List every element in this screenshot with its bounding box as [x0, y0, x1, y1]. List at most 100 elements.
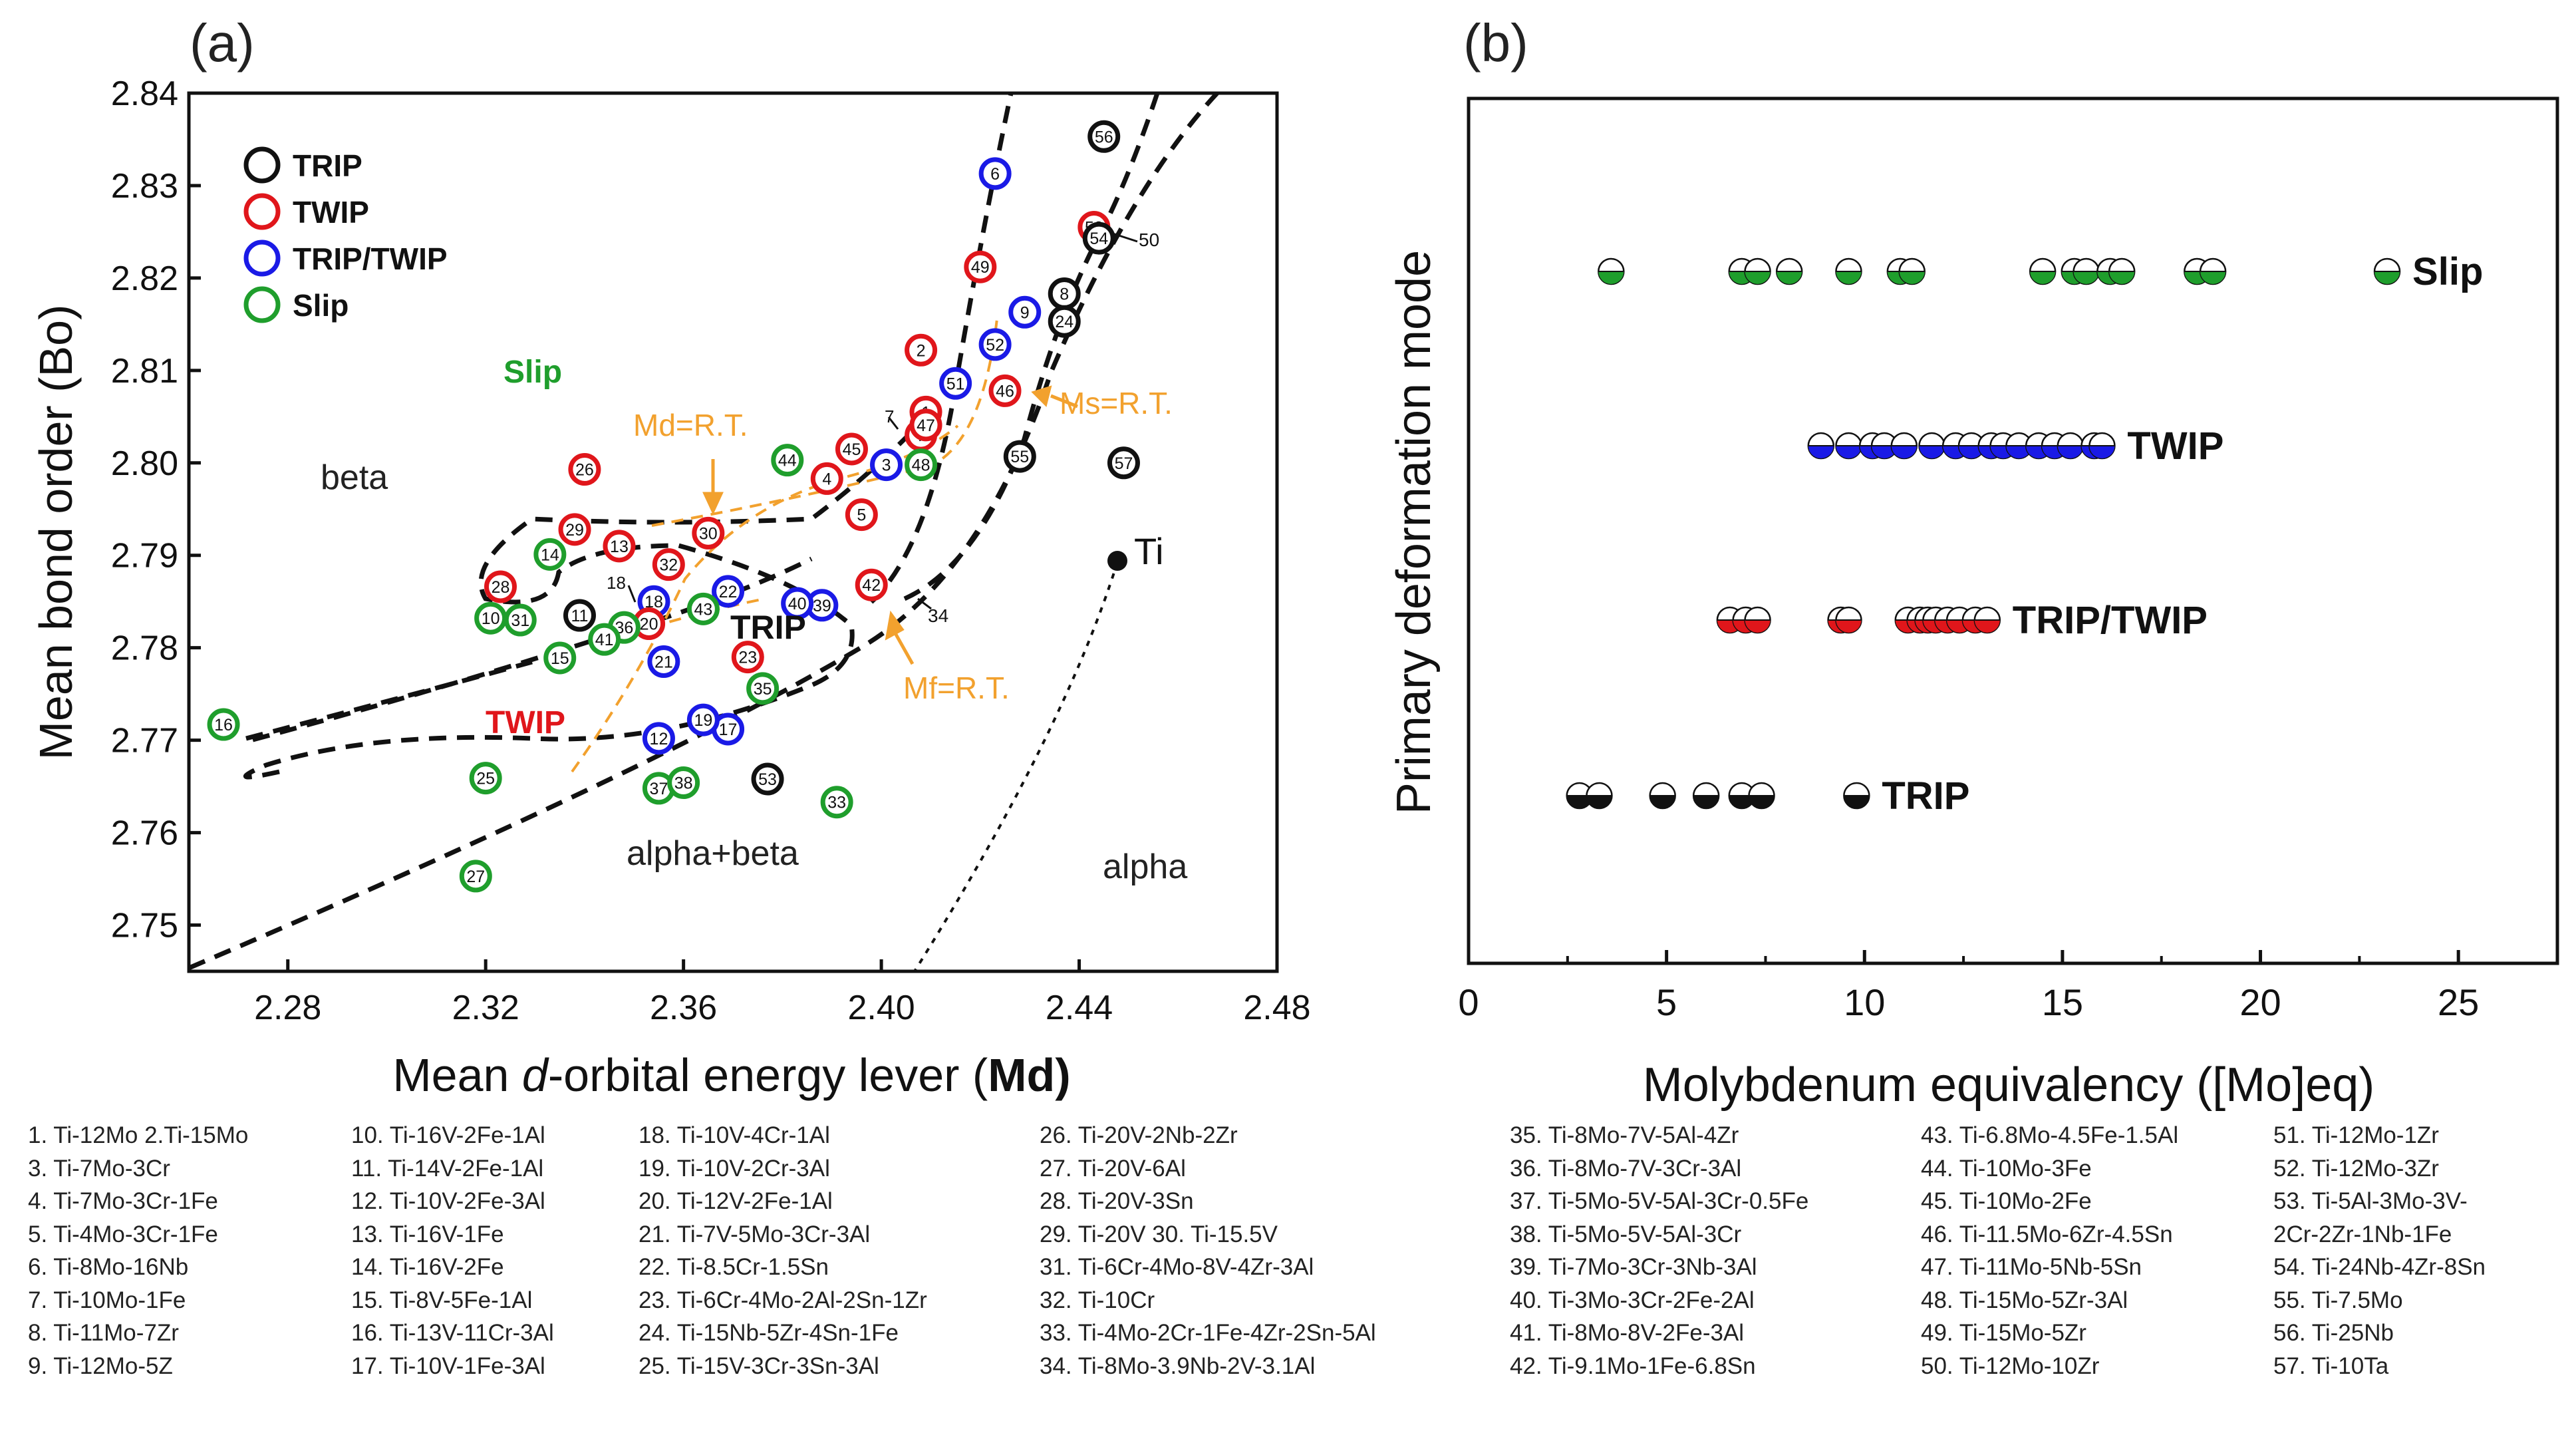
- panel-b-x-tick-label: 25: [2438, 981, 2479, 1023]
- alloy-list-item: 3. Ti-7Mo-3Cr: [28, 1155, 170, 1182]
- svg-text:TRIP: TRIP: [293, 148, 362, 183]
- alloy-list-item: 1. Ti-12Mo 2.Ti-15Mo: [28, 1122, 249, 1148]
- svg-text:TWIP: TWIP: [293, 195, 369, 230]
- panel-a-axes: 2.28 2.32 2.36 2.40 2.44 2.48 2.75 2.76 2.77 2.78…: [111, 75, 1311, 1027]
- data-point-label: 21: [654, 653, 673, 672]
- data-point-44: 44: [771, 444, 804, 477]
- data-point-label: 49: [971, 258, 990, 277]
- series-point: [2088, 432, 2116, 460]
- alloy-list-column-5: 35. Ti-8Mo-7V-5Al-4Zr 36. Ti-8Mo-7V-3Cr-3…: [1510, 1119, 1808, 1382]
- data-point-label: 28: [492, 578, 510, 597]
- alloy-list-item: 28. Ti-20V-3Sn: [1040, 1188, 1194, 1214]
- ti-dotted-line: [913, 561, 1119, 971]
- alloy-list-item: 8. Ti-11Mo-7Zr: [28, 1320, 179, 1346]
- data-point-9: 9: [1008, 295, 1042, 329]
- region-label-twip: TWIP: [486, 705, 565, 740]
- series-point: [1807, 432, 1835, 460]
- data-point-label: 42: [862, 576, 881, 595]
- panel-b-x-tick-label: 10: [1844, 981, 1885, 1023]
- alloy-list-item: 5. Ti-4Mo-3Cr-1Fe: [28, 1221, 218, 1247]
- data-point-label: 12: [650, 730, 668, 748]
- series-point: [2373, 257, 2401, 285]
- data-point-11: 11: [563, 599, 596, 632]
- alloy-list-item: 14. Ti-16V-2Fe: [351, 1254, 504, 1280]
- panel-a-x-tick-label: 2.48: [1243, 989, 1310, 1027]
- panel-a-x-tick-label: 2.40: [847, 989, 915, 1027]
- panel-a-x-tick-label: 2.36: [650, 989, 717, 1027]
- series-point: [2057, 432, 2084, 460]
- data-point-12: 12: [642, 722, 675, 755]
- alloy-list-item: 33. Ti-4Mo-2Cr-1Fe-4Zr-2Sn-5Al: [1040, 1320, 1376, 1346]
- alloy-list-item: 35. Ti-8Mo-7V-5Al-4Zr: [1510, 1122, 1739, 1148]
- annotation-arrows: [702, 385, 1078, 665]
- alloy-list-item: 11. Ti-14V-2Fe-1Al: [351, 1155, 544, 1182]
- series-point: [2029, 257, 2057, 285]
- data-point-label: 38: [674, 774, 693, 793]
- data-point-27: 27: [459, 860, 492, 893]
- panel-a-y-tick-label: 2.75: [111, 907, 178, 945]
- alloy-list-item: 39. Ti-7Mo-3Cr-3Nb-3Al: [1510, 1254, 1757, 1280]
- alloy-list-item: 54. Ti-24Nb-4Zr-8Sn: [2273, 1254, 2486, 1280]
- series-trip: TRIP: [1566, 774, 1969, 818]
- svg-text:Slip: Slip: [293, 288, 349, 323]
- alloy-list-item: 15. Ti-8V-5Fe-1Al: [351, 1287, 533, 1313]
- panel-b-x-tick-label: 0: [1458, 981, 1479, 1023]
- alloy-list-item: 12. Ti-10V-2Fe-3Al: [351, 1188, 545, 1214]
- panel-b-x-tick-label: 20: [2239, 981, 2281, 1023]
- series-point: [1918, 432, 1945, 460]
- data-point-label: 16: [214, 716, 233, 734]
- ms-line: [651, 312, 999, 527]
- region-label-slip: Slip: [503, 355, 562, 390]
- data-point-2: 2: [905, 333, 938, 367]
- data-point-46: 46: [988, 374, 1022, 407]
- data-point-label: 32: [659, 556, 678, 575]
- data-point-label: 52: [986, 336, 1004, 355]
- alpha-beta-lower-boundary: [189, 93, 1219, 971]
- panel-a-frame: [187, 91, 1279, 973]
- point-7-callout: 7: [885, 406, 894, 426]
- panel-b-frame: [1467, 96, 2559, 965]
- data-point-label: 29: [565, 521, 584, 540]
- alloy-list-column-7: 51. Ti-12Mo-1Zr 52. Ti-12Mo-3Zr 53. Ti-5Al…: [2273, 1119, 2486, 1382]
- alloy-list-item: 19. Ti-10V-2Cr-3Al: [639, 1155, 830, 1182]
- data-point-label: 45: [843, 440, 861, 459]
- series-point: [1692, 782, 1720, 810]
- data-point-label: 25: [476, 770, 495, 788]
- small-arrows: [627, 232, 1138, 610]
- data-point-31: 31: [503, 603, 537, 637]
- series-point: [1973, 606, 2001, 634]
- region-label-trip: TRIP: [730, 609, 806, 646]
- series-point: [1957, 432, 1985, 460]
- data-point-label: 26: [575, 461, 594, 480]
- alloy-list-column-1: 1. Ti-12Mo 2.Ti-15Mo 3. Ti-7Mo-3Cr 4. Ti-7…: [28, 1119, 248, 1382]
- trip-region-boundary: [252, 556, 813, 742]
- data-point-label: 55: [1010, 448, 1029, 466]
- annotation-mf-rt: Mf=R.T.: [903, 671, 1010, 705]
- panel-b-label: (b): [1463, 13, 1528, 73]
- data-point-32: 32: [652, 548, 685, 581]
- panel-b-x-tick-label: 5: [1656, 981, 1677, 1023]
- data-point-label: 27: [466, 868, 485, 886]
- data-point-label: 14: [541, 546, 559, 564]
- series-point: [1870, 432, 1898, 460]
- alloy-list-item: 9. Ti-12Mo-5Z: [28, 1353, 173, 1379]
- data-point-label: 51: [946, 375, 965, 393]
- alloy-list-item: 2Cr-2Zr-1Nb-1Fe: [2273, 1221, 2452, 1247]
- series-label: TRIP/TWIP: [2013, 599, 2208, 642]
- alloy-list-item: 29. Ti-20V 30. Ti-15.5V: [1040, 1221, 1278, 1247]
- alloy-list-item: 46. Ti-11.5Mo-6Zr-4.5Sn: [1921, 1221, 2173, 1247]
- region-label-alpha: alpha: [1103, 848, 1187, 886]
- data-point-label: 8: [1060, 285, 1069, 304]
- data-point-label: 13: [610, 538, 629, 556]
- data-point-label: 3: [882, 456, 891, 475]
- region-label-alpha-beta: alpha+beta: [627, 834, 799, 873]
- alloy-list-item: 24. Ti-15Nb-5Zr-4Sn-1Fe: [639, 1320, 899, 1346]
- data-point-28: 28: [484, 570, 517, 603]
- data-point-53: 53: [751, 762, 784, 796]
- alloy-list-item: 16. Ti-13V-11Cr-3Al: [351, 1320, 554, 1346]
- series-point: [1835, 432, 1862, 460]
- data-point-label: 54: [1089, 230, 1108, 248]
- alloy-list-item: 41. Ti-8Mo-8V-2Fe-3Al: [1510, 1320, 1745, 1346]
- data-point-label: 17: [719, 720, 738, 739]
- alloy-list-item: 40. Ti-3Mo-3Cr-2Fe-2Al: [1510, 1287, 1755, 1313]
